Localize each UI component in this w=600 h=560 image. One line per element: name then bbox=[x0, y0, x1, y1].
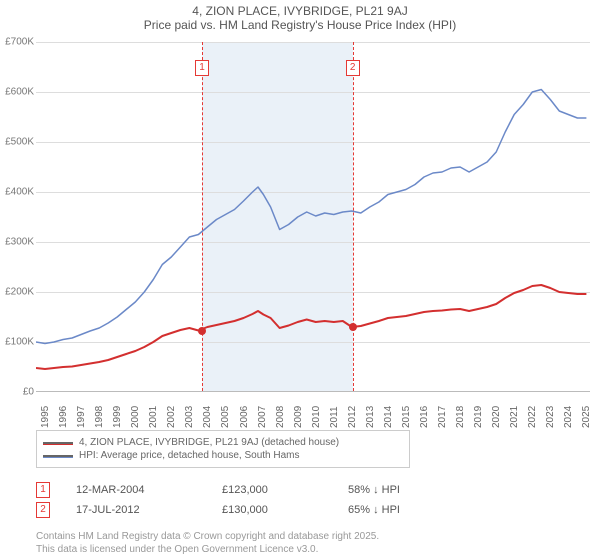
y-axis-label: £400K bbox=[2, 187, 34, 198]
event-marker-icon: 1 bbox=[36, 482, 50, 498]
x-axis-label: 2024 bbox=[563, 406, 574, 428]
x-axis-label: 2018 bbox=[455, 406, 466, 428]
credits: Contains HM Land Registry data © Crown c… bbox=[36, 530, 379, 556]
x-axis-label: 2009 bbox=[293, 406, 304, 428]
x-axis-label: 2003 bbox=[184, 406, 195, 428]
x-axis-label: 2005 bbox=[220, 406, 231, 428]
legend-label: HPI: Average price, detached house, Sout… bbox=[79, 450, 300, 461]
x-axis-label: 2025 bbox=[581, 406, 592, 428]
plot-inner: 12 bbox=[36, 42, 590, 392]
x-axis-label: 2004 bbox=[202, 406, 213, 428]
event-pct: 58% ↓ HPI bbox=[348, 484, 400, 496]
y-axis-label: £0 bbox=[2, 387, 34, 398]
x-axis-label: 2019 bbox=[473, 406, 484, 428]
credits-line-1: Contains HM Land Registry data © Crown c… bbox=[36, 530, 379, 543]
x-axis-label: 2001 bbox=[148, 406, 159, 428]
event-price: £123,000 bbox=[222, 484, 322, 496]
series-line-price_paid bbox=[36, 285, 586, 369]
event-row: 2 17-JUL-2012 £130,000 65% ↓ HPI bbox=[36, 502, 590, 518]
x-axis-label: 2012 bbox=[347, 406, 358, 428]
marker-dot-icon bbox=[349, 323, 357, 331]
y-axis-label: £600K bbox=[2, 87, 34, 98]
x-axis-label: 2002 bbox=[166, 406, 177, 428]
x-axis-label: 2017 bbox=[437, 406, 448, 428]
chart-container: 4, ZION PLACE, IVYBRIDGE, PL21 9AJ Price… bbox=[0, 0, 600, 560]
x-axis-label: 2015 bbox=[401, 406, 412, 428]
y-axis-label: £100K bbox=[2, 337, 34, 348]
legend-row: HPI: Average price, detached house, Sout… bbox=[43, 450, 403, 461]
x-axis-label: 1995 bbox=[40, 406, 51, 428]
title-line-1: 4, ZION PLACE, IVYBRIDGE, PL21 9AJ bbox=[0, 4, 600, 18]
y-axis-label: £200K bbox=[2, 287, 34, 298]
event-price: £130,000 bbox=[222, 504, 322, 516]
marker-box-icon: 2 bbox=[346, 60, 360, 76]
x-axis-label: 2006 bbox=[239, 406, 250, 428]
plot-area: 12 £0£100K£200K£300K£400K£500K£600K£700K… bbox=[36, 42, 590, 392]
x-axis-label: 2011 bbox=[329, 406, 340, 428]
x-axis-label: 2023 bbox=[545, 406, 556, 428]
x-axis-label: 2013 bbox=[365, 406, 376, 428]
y-axis-label: £500K bbox=[2, 137, 34, 148]
credits-line-2: This data is licensed under the Open Gov… bbox=[36, 543, 379, 556]
event-marker-icon: 2 bbox=[36, 502, 50, 518]
x-axis-label: 2008 bbox=[275, 406, 286, 428]
title-line-2: Price paid vs. HM Land Registry's House … bbox=[0, 18, 600, 32]
x-axis-label: 2014 bbox=[383, 406, 394, 428]
legend: 4, ZION PLACE, IVYBRIDGE, PL21 9AJ (deta… bbox=[36, 430, 410, 468]
event-pct: 65% ↓ HPI bbox=[348, 504, 400, 516]
series-svg bbox=[36, 42, 590, 392]
marker-box-icon: 1 bbox=[195, 60, 209, 76]
event-list: 1 12-MAR-2004 £123,000 58% ↓ HPI 2 17-JU… bbox=[36, 478, 590, 522]
event-date: 17-JUL-2012 bbox=[76, 504, 196, 516]
event-row: 1 12-MAR-2004 £123,000 58% ↓ HPI bbox=[36, 482, 590, 498]
x-axis-label: 2007 bbox=[257, 406, 268, 428]
x-axis-label: 2021 bbox=[509, 406, 520, 428]
x-axis-label: 2016 bbox=[419, 406, 430, 428]
x-axis-label: 1997 bbox=[76, 406, 87, 428]
x-axis-label: 1999 bbox=[112, 406, 123, 428]
x-axis-label: 2022 bbox=[527, 406, 538, 428]
y-axis-label: £700K bbox=[2, 37, 34, 48]
x-axis-label: 2000 bbox=[130, 406, 141, 428]
title-block: 4, ZION PLACE, IVYBRIDGE, PL21 9AJ Price… bbox=[0, 0, 600, 32]
marker-dot-icon bbox=[198, 327, 206, 335]
legend-label: 4, ZION PLACE, IVYBRIDGE, PL21 9AJ (deta… bbox=[79, 437, 339, 448]
legend-row: 4, ZION PLACE, IVYBRIDGE, PL21 9AJ (deta… bbox=[43, 437, 403, 448]
event-date: 12-MAR-2004 bbox=[76, 484, 196, 496]
y-axis-label: £300K bbox=[2, 237, 34, 248]
x-axis-label: 1998 bbox=[94, 406, 105, 428]
x-axis-label: 2020 bbox=[491, 406, 502, 428]
x-axis-label: 1996 bbox=[58, 406, 69, 428]
x-axis-label: 2010 bbox=[311, 406, 322, 428]
series-line-hpi bbox=[36, 90, 586, 344]
